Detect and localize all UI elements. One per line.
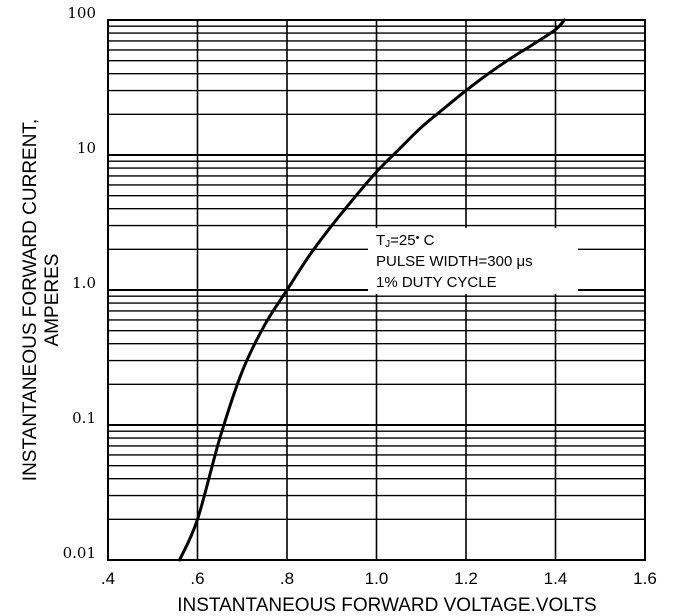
x-tick-label: .4 <box>101 569 115 588</box>
annotation-duty-cycle: 1% DUTY CYCLE <box>376 274 497 291</box>
x-tick-label: 1.6 <box>633 569 657 588</box>
x-axis-label: INSTANTANEOUS FORWARD VOLTAGE.VOLTS <box>177 595 596 616</box>
plot-frame <box>107 19 646 561</box>
x-tick-label: .6 <box>190 569 204 588</box>
y-tick-label: 10 <box>77 139 96 157</box>
y-tick-label: 1.0 <box>72 274 96 292</box>
y-tick-label: 0.1 <box>72 409 96 427</box>
x-tick-label: 1.0 <box>365 569 389 588</box>
y-tick-labels: 0.01 0.1 1.0 10 100 <box>63 4 96 562</box>
y-tick-label: 100 <box>67 4 96 22</box>
x-tick-label: .8 <box>280 569 294 588</box>
annotation-box: TJ=25• C PULSE WIDTH=300 μs 1% DUTY CYCL… <box>368 228 578 294</box>
y-axis-label-line-1: INSTANTANEOUS FORWARD CURRENT, <box>20 119 41 481</box>
x-tick-labels: .4 .6 .8 1.0 1.2 1.4 1.6 <box>101 569 657 588</box>
y-tick-label: 0.01 <box>63 544 96 562</box>
forward-current-curve <box>178 18 566 562</box>
annotation-temperature: TJ=25• C <box>376 232 435 250</box>
annotation-pulse-width: PULSE WIDTH=300 μs <box>376 253 533 270</box>
y-axis-label-line-2: AMPERES <box>42 254 63 347</box>
x-tick-label: 1.2 <box>454 569 478 588</box>
series-layer <box>178 18 566 562</box>
x-tick-label: 1.4 <box>544 569 568 588</box>
